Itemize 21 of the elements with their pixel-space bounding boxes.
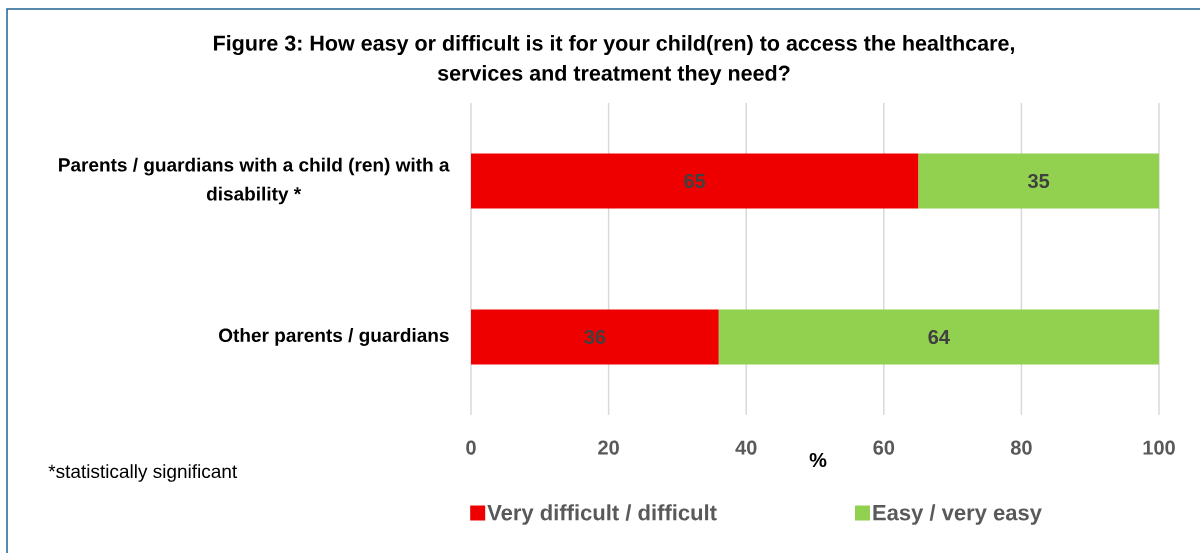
bar (918, 153, 1160, 209)
data-label: 35 (1027, 173, 1050, 189)
y-tick-label: Parents / guardians with a child (ren) with a disability * (59, 157, 450, 205)
bar (471, 153, 919, 209)
legend-label: Easy / very easy (873, 504, 1042, 525)
text: *statistically significant (48, 464, 238, 482)
x-tick-label: 0 (466, 440, 476, 455)
x-tick-label: 60 (873, 440, 895, 455)
bar (718, 309, 1160, 365)
data-label: 65 (684, 173, 706, 189)
x-tick-label: 40 (735, 440, 757, 455)
bar (471, 309, 719, 365)
x-tick-label: 20 (598, 440, 619, 455)
legend-label: Very difficult / difficult (487, 504, 717, 525)
x-axis-title: % (809, 452, 827, 468)
chart-title: Figure 3: How easy or difficult is it for your child(ren) to access the healthcare, services and treatment they need? (214, 34, 1014, 86)
data-label: 64 (928, 329, 950, 345)
x-tick-label: 100 (1143, 440, 1175, 455)
x-tick-label: 80 (1010, 440, 1032, 455)
y-tick-label: Other parents / guardians (219, 328, 449, 346)
data-label: 36 (584, 329, 606, 345)
